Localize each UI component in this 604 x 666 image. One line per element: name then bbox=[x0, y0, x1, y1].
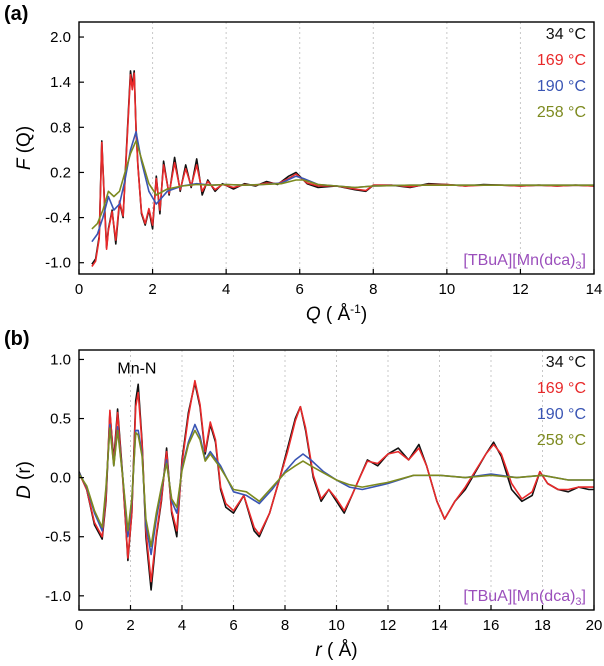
legend-entry-3: 190 °C bbox=[537, 406, 586, 423]
legend-entry-2: 169 °C bbox=[537, 380, 586, 397]
y-tick-label: -1.0 bbox=[45, 255, 71, 272]
x-tick-label: 12 bbox=[380, 617, 397, 634]
series-line-4 bbox=[91, 140, 594, 230]
y-tick-label: 0.2 bbox=[50, 164, 71, 181]
x-tick-label: 16 bbox=[483, 617, 500, 634]
panel-label: (a) bbox=[4, 3, 28, 25]
x-tick-label: 4 bbox=[178, 617, 186, 634]
x-axis-label: Q ( Å-1) bbox=[306, 302, 367, 325]
panel-b: 0 2 4 6 8 10 12 14 16 18 20 -1.0 -0.5 0.0 0.5 1.0 (b) r (… bbox=[4, 328, 602, 661]
panel-label: (b) bbox=[4, 328, 30, 350]
peak-label: Mn-N bbox=[117, 361, 156, 378]
y-axis-label: F (Q) bbox=[14, 126, 35, 170]
y-tick-label: -1.0 bbox=[45, 588, 71, 605]
legend-entry-3: 190 °C bbox=[537, 78, 586, 95]
legend-entry-4: 258 °C bbox=[537, 104, 586, 121]
compound-annotation: [TBuA][Mn(dca)3] bbox=[463, 588, 586, 608]
legend-entry-2: 169 °C bbox=[537, 52, 586, 69]
series-line-4 bbox=[79, 427, 594, 547]
x-tick-label: 2 bbox=[126, 617, 134, 634]
x-tick-label: 14 bbox=[586, 281, 603, 298]
y-tick-label: 0.0 bbox=[50, 470, 71, 487]
legend-entry-4: 258 °C bbox=[537, 432, 586, 449]
y-tick-label: 0.5 bbox=[50, 411, 71, 428]
series-line-2 bbox=[79, 379, 594, 583]
y-tick-label: 0.8 bbox=[50, 119, 71, 136]
x-tick-label: 4 bbox=[222, 281, 230, 298]
y-tick-label: -0.4 bbox=[45, 210, 71, 227]
y-axis-label: D (r) bbox=[14, 461, 35, 499]
legend-entry-1: 34 °C bbox=[546, 26, 586, 43]
x-tick-label: 0 bbox=[75, 617, 83, 634]
x-tick-label: 18 bbox=[534, 617, 551, 634]
x-tick-label: 14 bbox=[431, 617, 448, 634]
panel-a: 0 2 4 6 8 10 12 14 -1.0 -0.4 0.2 0.8 1.4 2.0 (a) Q ( Å-… bbox=[4, 3, 602, 325]
x-tick-label: 0 bbox=[75, 281, 83, 298]
y-tick-label: -0.5 bbox=[45, 529, 71, 546]
y-tick-label: 1.4 bbox=[50, 74, 71, 91]
plot-frame bbox=[78, 21, 595, 275]
x-tick-label: 12 bbox=[512, 281, 529, 298]
x-tick-label: 6 bbox=[229, 617, 237, 634]
x-tick-label: 8 bbox=[281, 617, 289, 634]
y-tick-label: 2.0 bbox=[50, 29, 71, 46]
x-tick-label: 8 bbox=[369, 281, 377, 298]
series-line-1 bbox=[91, 70, 594, 265]
legend-entry-1: 34 °C bbox=[546, 354, 586, 371]
series-line-2 bbox=[91, 72, 594, 267]
x-tick-label: 6 bbox=[296, 281, 304, 298]
x-tick-label: 20 bbox=[586, 617, 603, 634]
x-tick-label: 2 bbox=[148, 281, 156, 298]
x-axis-label: r ( Å) bbox=[315, 640, 357, 661]
x-tick-label: 10 bbox=[439, 281, 456, 298]
y-tick-label: 1.0 bbox=[50, 351, 71, 368]
x-tick-label: 10 bbox=[328, 617, 345, 634]
compound-annotation: [TBuA][Mn(dca)3] bbox=[463, 252, 586, 272]
